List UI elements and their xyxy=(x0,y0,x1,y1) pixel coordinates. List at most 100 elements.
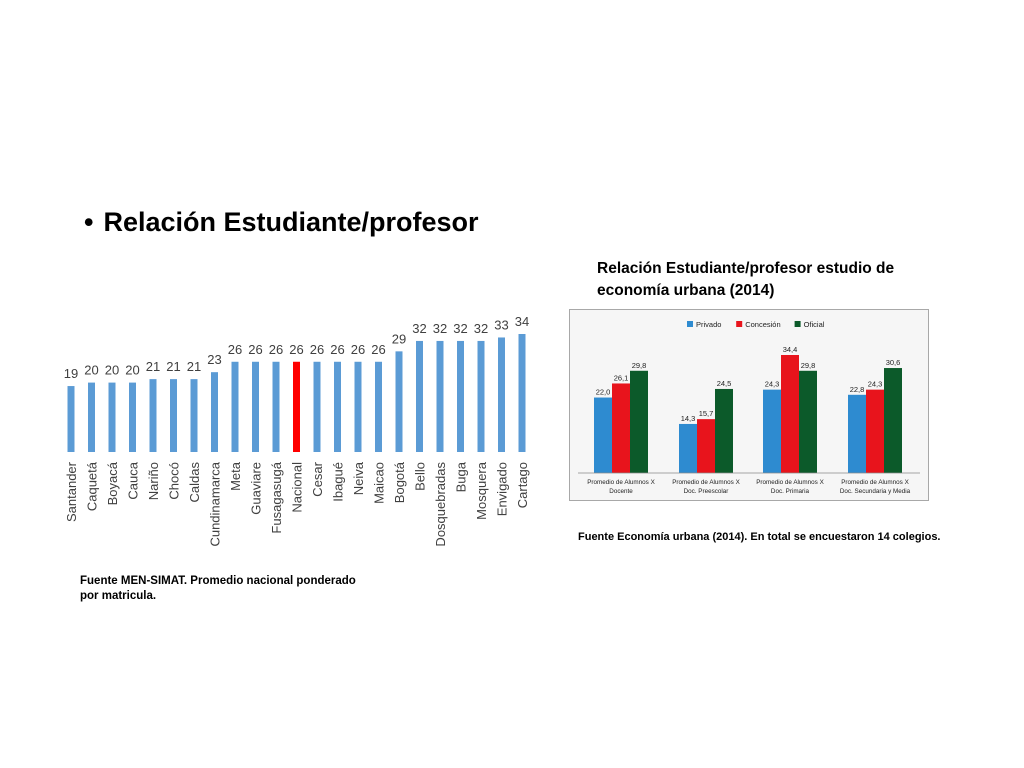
bar-bello xyxy=(416,340,423,452)
category-label: Santander xyxy=(64,461,79,522)
category-label: Boyacá xyxy=(105,461,120,505)
category-label: Cundinamarca xyxy=(208,461,223,546)
category-label: Promedio de Alumnos X xyxy=(756,479,824,486)
bar-privado xyxy=(594,397,612,473)
category-label: Cartago xyxy=(515,462,530,508)
data-label: 20 xyxy=(125,363,139,378)
category-label: Nacional xyxy=(290,462,305,513)
data-label: 26 xyxy=(248,342,262,357)
slide-title-text: Relación Estudiante/profesor xyxy=(103,207,479,237)
bar-oficial xyxy=(799,370,817,473)
bar-boyacá xyxy=(108,382,116,452)
data-label: 22,8 xyxy=(850,385,865,394)
legend-swatch xyxy=(687,321,693,327)
bar-oficial xyxy=(715,388,733,473)
data-label: 26 xyxy=(371,342,385,357)
category-label: Cauca xyxy=(126,461,141,499)
legend-label: Privado xyxy=(696,320,721,329)
category-label: Docente xyxy=(609,488,633,495)
category-label: Ibagué xyxy=(331,462,346,502)
bar-concesión xyxy=(697,419,715,473)
bar-envigado xyxy=(498,337,505,452)
data-label: 24,3 xyxy=(868,380,883,389)
bar-bogotá xyxy=(395,351,403,452)
data-label: 21 xyxy=(146,359,160,374)
data-label: 14,3 xyxy=(681,414,696,423)
data-label: 29,8 xyxy=(632,361,647,370)
bar-nacional xyxy=(293,361,300,452)
category-label: Neiva xyxy=(351,461,366,495)
bar-guaviare xyxy=(252,361,259,452)
bar-mosquera xyxy=(477,340,485,452)
data-label: 34,4 xyxy=(783,345,798,354)
bar-santander xyxy=(67,386,75,452)
legend-swatch xyxy=(794,321,801,327)
category-label: Promedio de Alumnos X xyxy=(841,479,909,486)
bar-chocó xyxy=(170,379,177,452)
bar-nariño xyxy=(149,379,157,452)
bar-concesión xyxy=(781,355,799,473)
category-label: Doc. Primaria xyxy=(771,488,810,495)
urban-study-bar-chart: Privado Concesión Oficial22,026,129,8Prome… xyxy=(578,320,920,495)
data-label: 20 xyxy=(105,363,119,378)
bar-ibagué xyxy=(334,361,341,452)
bar-maicao xyxy=(375,361,382,452)
data-label: 32 xyxy=(433,321,447,336)
data-label: 19 xyxy=(64,366,78,381)
source-note-economia-urbana: Fuente Economía urbana (2014). En total … xyxy=(578,531,941,543)
category-label: Cesar xyxy=(310,461,325,496)
bar-concesión xyxy=(866,389,884,473)
data-label: 23 xyxy=(207,352,221,367)
data-label: 24,3 xyxy=(765,380,780,389)
data-label: 26 xyxy=(289,342,303,357)
data-label: 32 xyxy=(412,321,426,336)
category-label: Bello xyxy=(413,462,428,491)
urban-study-chart-frame: Privado Concesión Oficial 22,0 26,1 29,8 Prome… xyxy=(569,309,929,501)
urban-study-chart-title: Relación Estudiante/profesor estudio de … xyxy=(597,260,895,299)
category-label: Maicao xyxy=(372,462,387,504)
bar-meta xyxy=(231,361,239,452)
data-label: 22,0 xyxy=(596,388,611,397)
bar-neiva xyxy=(354,361,362,452)
category-label: Caldas xyxy=(187,462,202,503)
source-note-simat: Fuente MEN-SIMAT. Promedio nacional pond… xyxy=(80,575,356,602)
bar-caquetá xyxy=(88,382,95,452)
data-label: 21 xyxy=(187,359,201,374)
category-label: Doc. Preescolar xyxy=(684,488,729,495)
data-label: 30,6 xyxy=(886,358,901,367)
data-label: 34 xyxy=(515,314,529,329)
bar-cartago xyxy=(518,334,526,452)
category-label: Envigado xyxy=(495,462,510,516)
data-label: 26 xyxy=(269,342,283,357)
category-label: Bogotá xyxy=(392,461,407,503)
category-label: Buga xyxy=(454,461,469,492)
data-label: 24,5 xyxy=(717,379,732,388)
category-label: Caquetá xyxy=(85,461,100,511)
data-label: 26 xyxy=(351,342,365,357)
legend-label: Concesión xyxy=(745,320,780,329)
bar-oficial xyxy=(630,370,648,473)
bullet-marker: • xyxy=(84,207,94,237)
category-label: Mosquera xyxy=(474,461,489,520)
category-label: Promedio de Alumnos X xyxy=(672,479,740,486)
category-label: Promedio de Alumnos X xyxy=(587,479,655,486)
data-label: 33 xyxy=(494,317,508,332)
bar-privado xyxy=(679,423,697,473)
category-label: Doc. Secundaria y Media xyxy=(840,488,911,495)
category-label: Dosquebradas xyxy=(433,462,448,547)
bar-oficial xyxy=(884,368,902,473)
category-label: Meta xyxy=(228,461,243,491)
bar-privado xyxy=(848,394,866,473)
bar-buga xyxy=(457,340,464,452)
regional-ratio-bar-chart: 19 Santander 20 Caquetá 20 Boyacá 20 Cauca 21 Nar… xyxy=(64,314,530,547)
bar-dosquebradas xyxy=(436,340,444,452)
bar-concesión xyxy=(612,383,630,473)
bar-cesar xyxy=(313,361,321,452)
data-label: 26 xyxy=(330,342,344,357)
data-label: 32 xyxy=(474,321,488,336)
category-label: Guaviare xyxy=(249,462,264,515)
bar-cundinamarca xyxy=(211,372,218,452)
legend-label: Oficial xyxy=(804,320,825,329)
legend-swatch xyxy=(736,321,743,327)
slide-title: • Relación Estudiante/profesor xyxy=(84,207,479,238)
